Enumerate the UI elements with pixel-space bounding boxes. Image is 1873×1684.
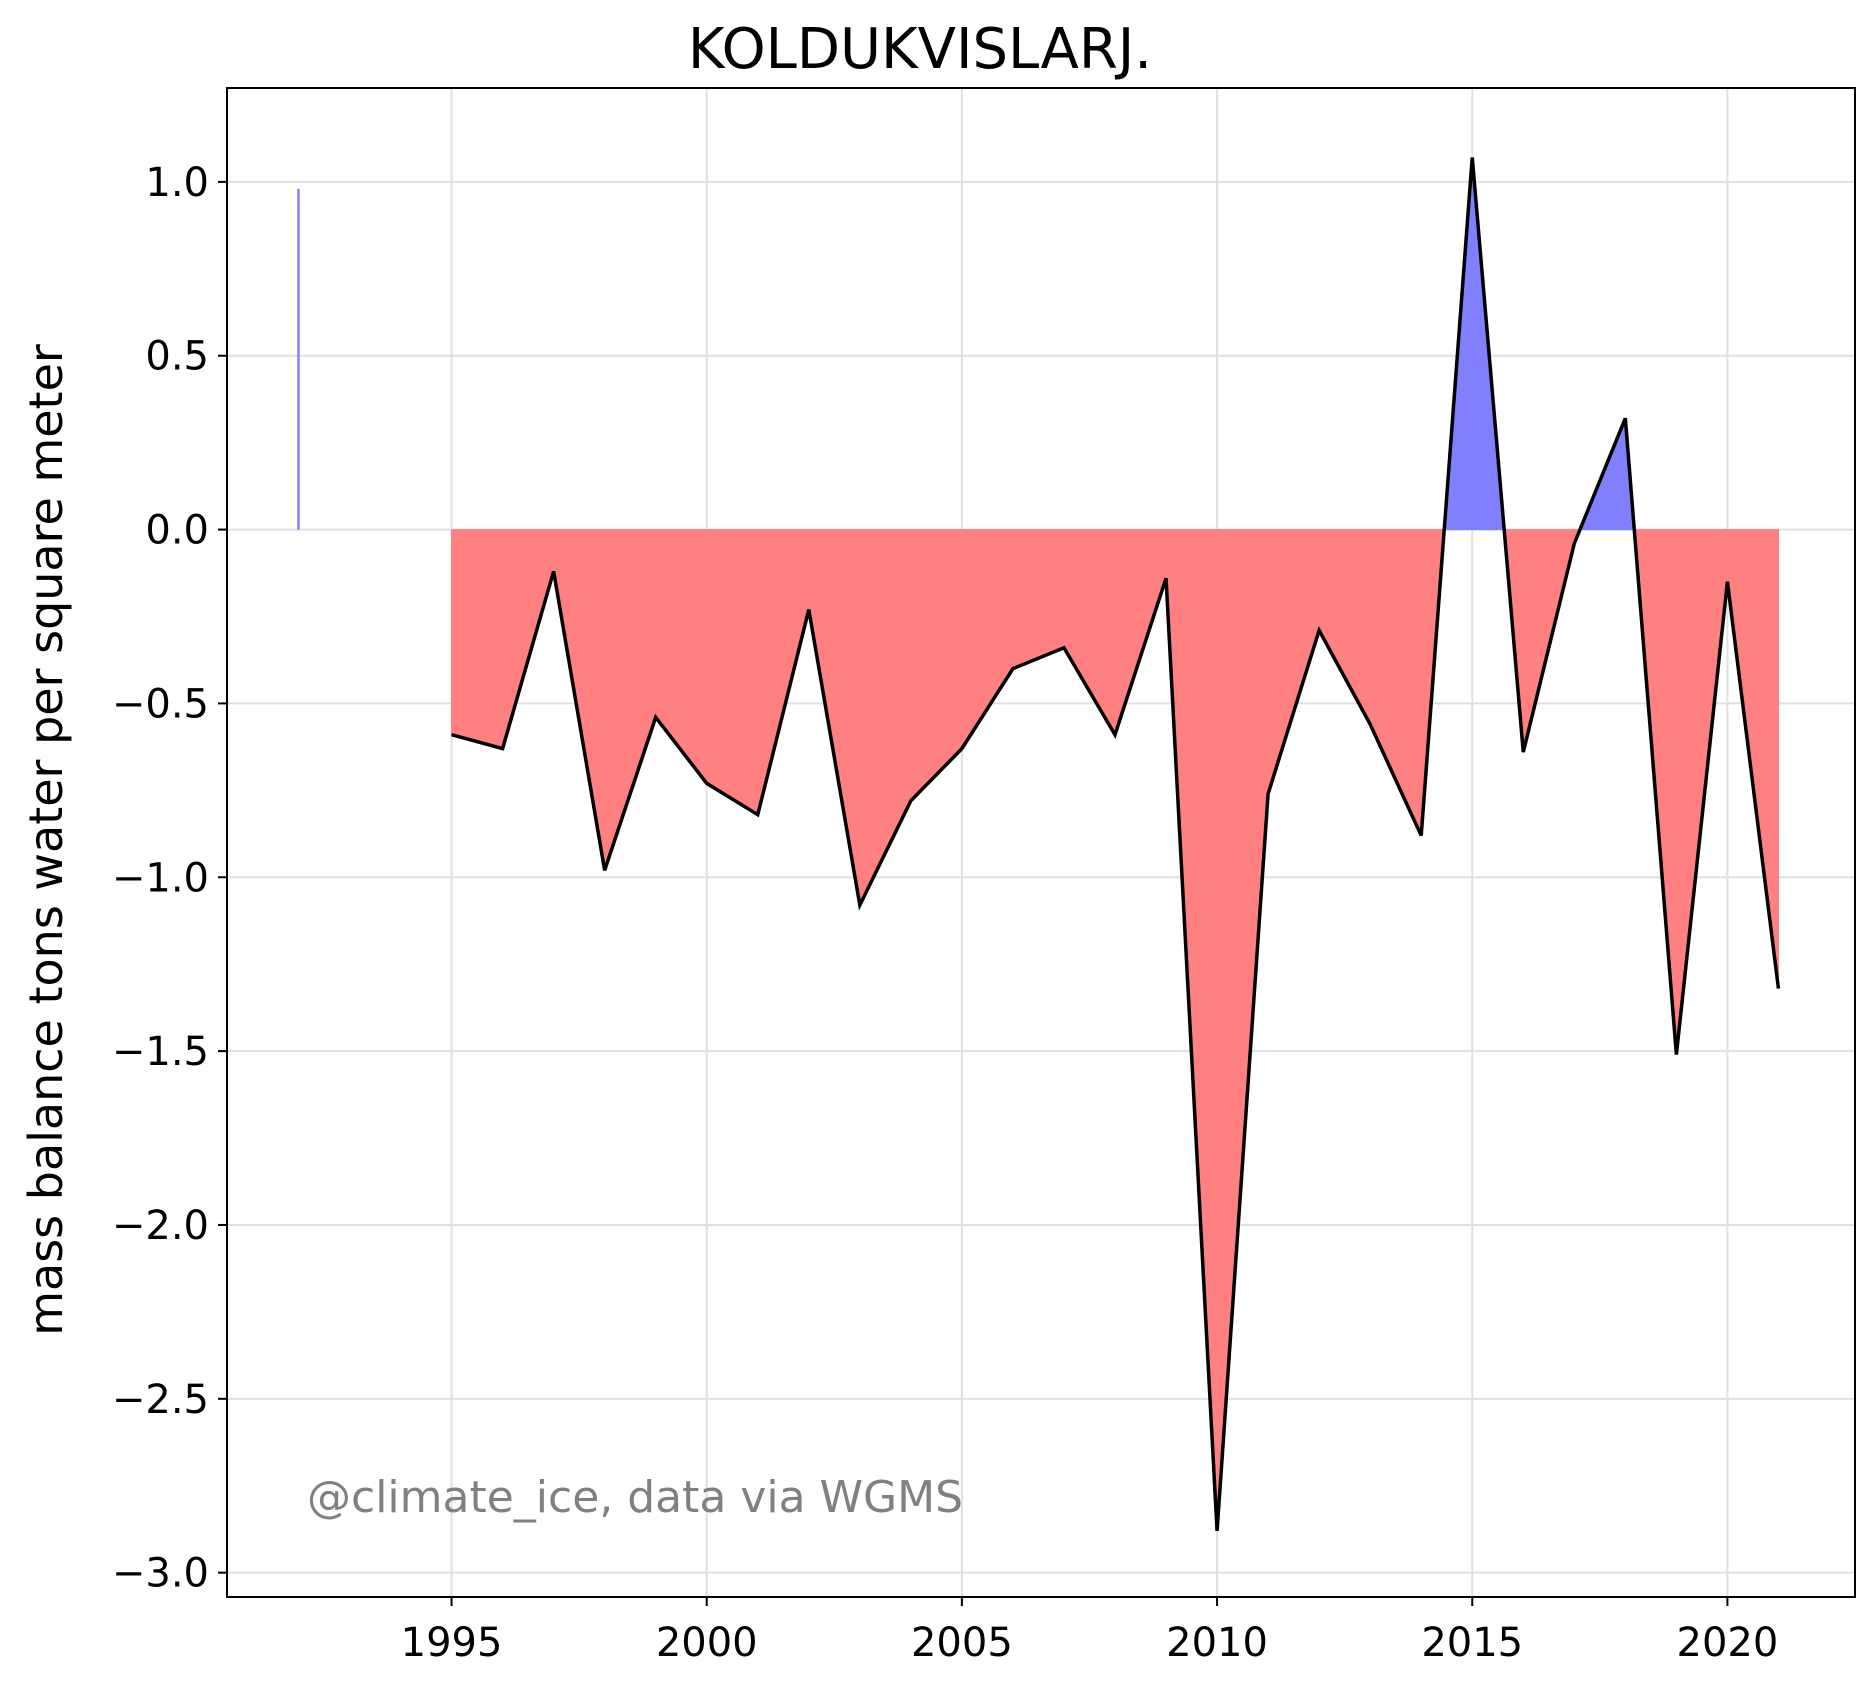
negative-area-segment [910, 529, 963, 803]
y-tick-label: −2.5 [112, 1377, 209, 1423]
axis-ticks: 1995 2000 2005 2010 2015 2020 1.0 0.5 0.0 −0.5 −1.… [112, 160, 1778, 1666]
negative-area-segment [808, 529, 861, 906]
chart-title: KOLDUKVISLARJ. [688, 17, 1152, 82]
negative-area-segment [1318, 529, 1371, 725]
negative-area-segment [1216, 529, 1269, 1531]
y-tick-label: −3.0 [112, 1551, 209, 1597]
negative-area-segment [757, 529, 810, 815]
x-tick-label: 2015 [1421, 1620, 1523, 1666]
x-tick-label: 2020 [1677, 1620, 1779, 1666]
credit-annotation: @climate_ice, data via WGMS [307, 1472, 963, 1523]
y-tick-label: 0.0 [145, 508, 209, 554]
series-line [451, 157, 1781, 1532]
negative-area-segment [604, 529, 657, 871]
negative-area-segment [451, 529, 504, 750]
y-tick-label: −2.0 [112, 1203, 209, 1249]
negative-area-segment [1267, 529, 1320, 794]
x-tick-label: 1995 [401, 1620, 503, 1666]
negative-area-segment [961, 529, 1014, 751]
plot-frame [226, 87, 1856, 1598]
negative-area-segment [706, 529, 759, 816]
y-tick-label: 1.0 [145, 160, 209, 206]
y-tick-label: 0.5 [145, 334, 209, 380]
negative-area-segment [1369, 529, 1422, 836]
y-tick-label: −1.0 [112, 855, 209, 901]
mass-balance-line [451, 157, 1781, 1532]
x-tick-label: 2000 [656, 1620, 758, 1666]
filled-areas [297, 157, 1779, 1531]
grid [227, 88, 1855, 1597]
negative-area-segment [859, 529, 912, 906]
y-tick-label: −1.5 [112, 1029, 209, 1075]
x-tick-label: 2010 [1166, 1620, 1268, 1666]
negative-area-segment [1012, 529, 1065, 670]
y-tick-label: −0.5 [112, 681, 209, 727]
y-axis-label: mass balance tons water per square meter [19, 344, 73, 1336]
x-tick-label: 2005 [911, 1620, 1013, 1666]
negative-area-segment [655, 529, 708, 785]
